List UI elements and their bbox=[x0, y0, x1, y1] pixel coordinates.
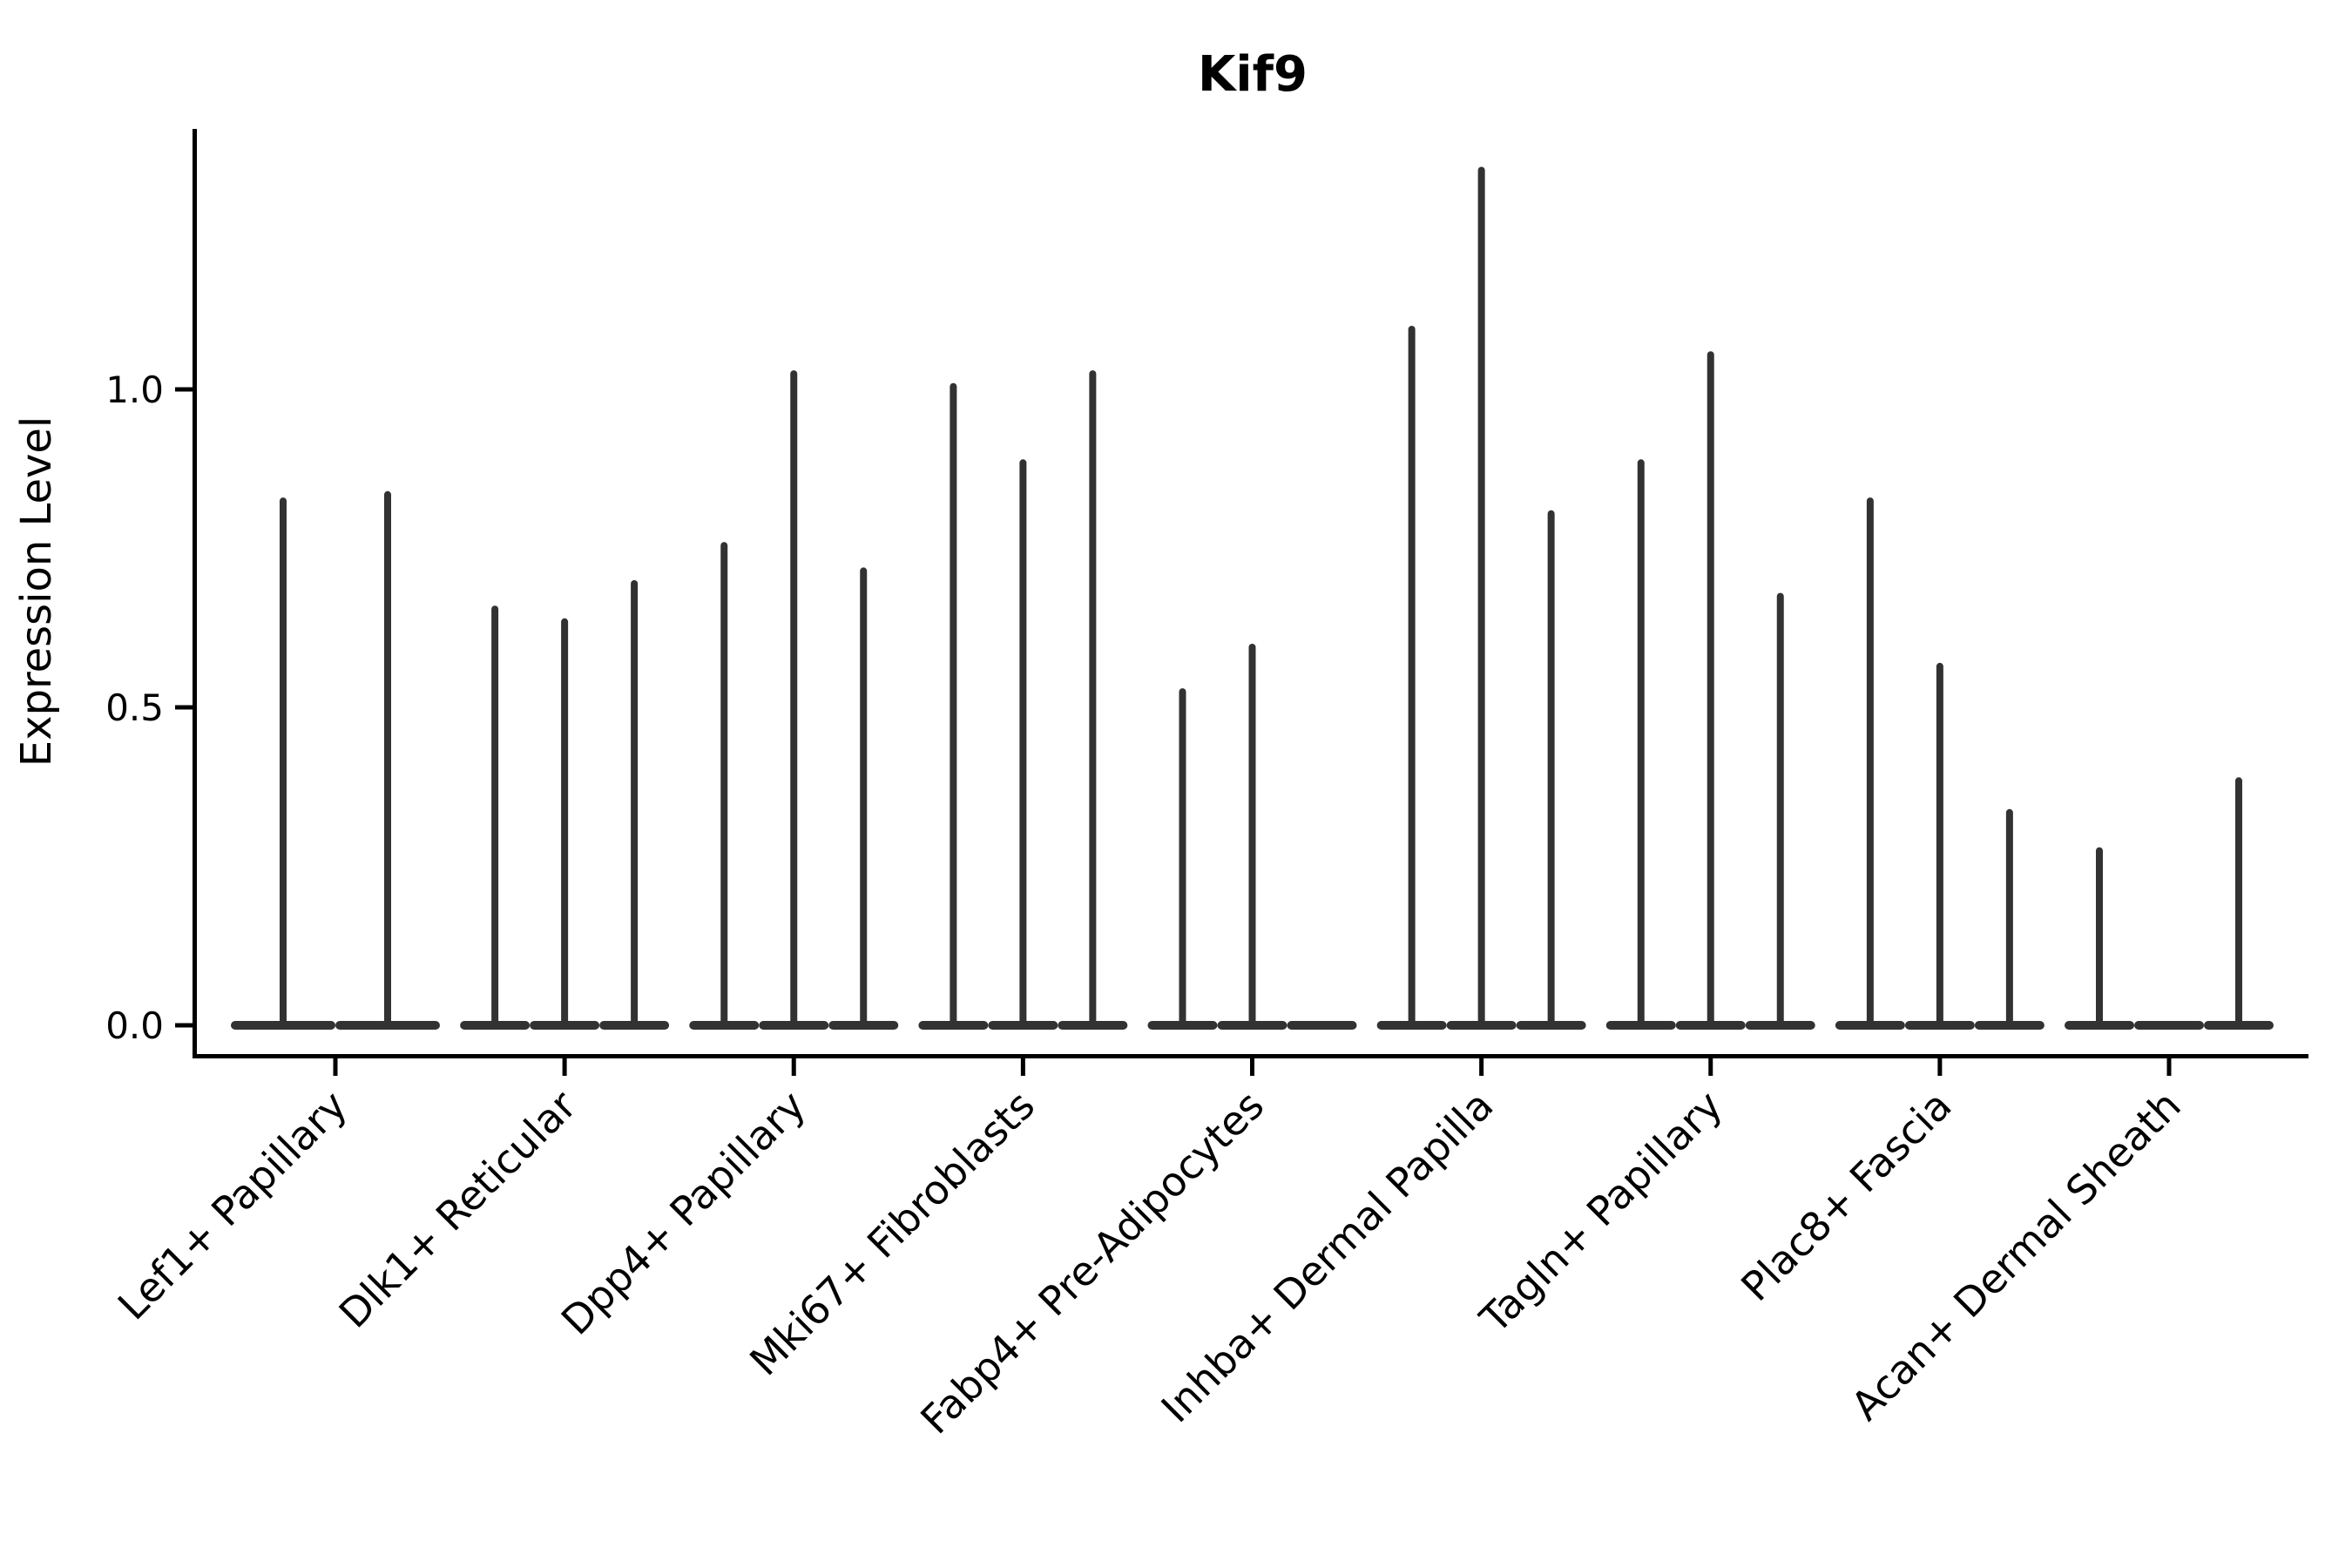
x-tick-mark bbox=[1479, 1058, 1484, 1076]
violin-spike bbox=[491, 605, 499, 1025]
x-tick-mark bbox=[333, 1058, 338, 1076]
bottom-spine bbox=[193, 1054, 2308, 1058]
violin-spike bbox=[1547, 510, 1555, 1025]
violin-spike bbox=[1936, 662, 1943, 1025]
x-tick-label: Plac8+ Fascia bbox=[1732, 1082, 1960, 1310]
violin-spike bbox=[1089, 370, 1097, 1026]
y-tick-label: 0.5 bbox=[105, 686, 164, 729]
violin-spike bbox=[860, 567, 868, 1025]
x-tick-label: Tagln+ Papillary bbox=[1470, 1082, 1732, 1343]
chart-title: Kif9 bbox=[1198, 46, 1308, 103]
violins-layer bbox=[231, 166, 2274, 1030]
x-tick-mark bbox=[1708, 1058, 1713, 1076]
y-tick-label: 0.0 bbox=[105, 1004, 164, 1047]
x-tick-mark bbox=[1937, 1058, 1943, 1076]
violin-spike bbox=[280, 497, 287, 1025]
x-tick-mark bbox=[1250, 1058, 1254, 1076]
y-axis-label: Expression Level bbox=[12, 416, 61, 767]
x-tick-mark bbox=[791, 1058, 796, 1076]
violin-spike bbox=[1248, 644, 1256, 1025]
y-tick-mark bbox=[175, 387, 193, 392]
x-tick-label: Dlk1+ Reticular bbox=[330, 1082, 585, 1337]
x-tick-mark bbox=[1020, 1058, 1025, 1076]
violin-spike bbox=[720, 542, 728, 1025]
x-tick-mark bbox=[2166, 1058, 2172, 1076]
y-tick-label: 1.0 bbox=[105, 368, 164, 411]
x-tick-mark bbox=[562, 1058, 567, 1076]
violin-spike bbox=[1408, 326, 1416, 1025]
violin-spike bbox=[1179, 688, 1186, 1025]
violin-spike bbox=[1019, 459, 1027, 1025]
violin-spike bbox=[384, 490, 391, 1025]
violin-spike bbox=[950, 382, 957, 1025]
y-tick-mark bbox=[175, 705, 193, 710]
violin-spike bbox=[1637, 459, 1645, 1025]
y-tick-mark bbox=[175, 1023, 193, 1028]
violin-spike bbox=[2096, 847, 2103, 1025]
violin-spike bbox=[1776, 592, 1784, 1025]
axes-layer bbox=[175, 129, 2308, 1076]
labels-layer: Kif9 Expression Level 0.0 0.5 1.0 Lef1+ Pap… bbox=[12, 46, 2190, 1443]
violin-spike bbox=[631, 580, 639, 1025]
violin-spike bbox=[2005, 808, 2013, 1025]
violin-base bbox=[1287, 1021, 1357, 1030]
violin-spike bbox=[1866, 497, 1874, 1025]
x-tick-label: Lef1+ Papillary bbox=[109, 1082, 356, 1329]
violin-spike bbox=[1477, 166, 1485, 1025]
violin-base bbox=[2134, 1021, 2204, 1030]
x-tick-label: Dpp4+ Papillary bbox=[552, 1082, 814, 1344]
violin-spike bbox=[1707, 351, 1714, 1025]
violin-spike bbox=[2235, 777, 2242, 1025]
violin-spike bbox=[561, 618, 569, 1025]
left-spine bbox=[193, 129, 197, 1058]
violin-spike bbox=[790, 370, 798, 1026]
